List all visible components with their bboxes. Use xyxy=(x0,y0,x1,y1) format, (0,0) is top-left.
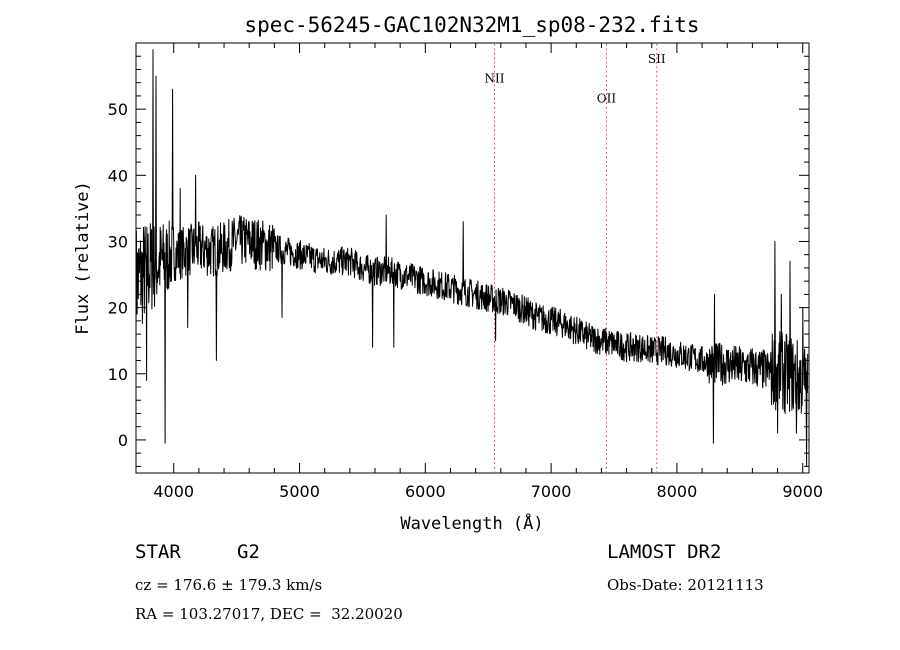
x-tick-label: 9000 xyxy=(782,482,823,501)
x-tick-label: 8000 xyxy=(657,482,698,501)
emission-line-markers: NII OII SII xyxy=(485,44,666,472)
emission-line-label: SII xyxy=(648,52,666,66)
y-tick-label: 10 xyxy=(108,365,128,384)
x-axis-label: Wavelength (Å) xyxy=(400,512,543,534)
spectrum-series xyxy=(135,49,809,467)
y-tick-label: 20 xyxy=(108,299,128,318)
y-tick-label: 50 xyxy=(108,100,128,119)
survey-name: LAMOST DR2 xyxy=(607,541,722,563)
redshift-readout: cz = 176.6 ± 179.3 km/s xyxy=(135,576,323,594)
emission-line-label: NII xyxy=(485,72,505,86)
obs-date: Obs-Date: 20121113 xyxy=(607,576,764,594)
object-subclass: G2 xyxy=(237,541,260,563)
emission-line-label: OII xyxy=(597,92,617,106)
x-tick-label: 4000 xyxy=(153,482,194,501)
y-tick-label: 40 xyxy=(108,166,128,185)
x-tick-label: 5000 xyxy=(279,482,320,501)
x-tick-label: 6000 xyxy=(405,482,446,501)
y-tick-label: 30 xyxy=(108,232,128,251)
ra-dec: RA = 103.27017, DEC = 32.20020 xyxy=(135,605,403,623)
y-axis-label: Flux (relative) xyxy=(73,181,93,335)
spectrum-line xyxy=(135,49,809,467)
chart-title: spec-56245-GAC102N32M1_sp08-232.fits xyxy=(244,13,699,37)
y-tick-label: 0 xyxy=(118,431,128,450)
object-class: STAR xyxy=(135,541,181,563)
x-tick-label: 7000 xyxy=(531,482,572,501)
plot-frame xyxy=(135,42,810,474)
x-axis-ticks: 4000 5000 6000 7000 8000 9000 xyxy=(153,43,823,501)
y-axis-ticks: 0 10 20 30 40 50 xyxy=(108,55,809,467)
